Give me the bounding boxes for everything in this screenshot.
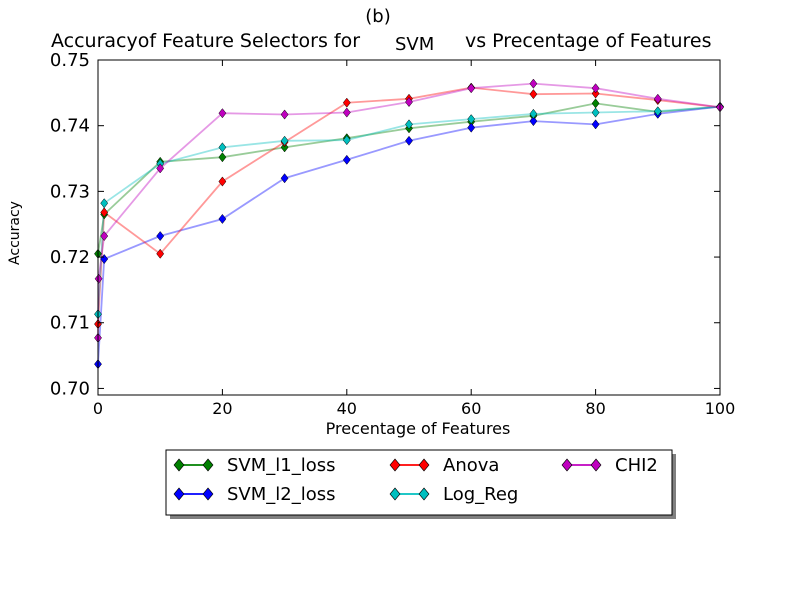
series-4-point xyxy=(342,107,351,118)
legend-swatch-marker xyxy=(202,487,214,501)
legend-swatch-marker xyxy=(561,458,573,472)
series-1-point xyxy=(467,122,476,133)
x-tick-label: 0 xyxy=(93,399,103,418)
x-axis: 0 20 40 60 80 100 xyxy=(93,60,735,418)
y-tick-label: 0.73 xyxy=(50,181,90,202)
legend-item: Anova xyxy=(389,455,499,476)
series-3-point xyxy=(100,198,109,209)
series-4-point xyxy=(591,83,600,94)
y-axis-label: Accuracy xyxy=(7,201,23,265)
series-line-1 xyxy=(97,105,721,365)
series-1-point xyxy=(591,119,600,130)
legend-label: SVM_l1_loss xyxy=(227,455,336,476)
series-1-point xyxy=(280,173,289,184)
x-tick-label: 60 xyxy=(461,399,481,418)
series-3-point xyxy=(342,135,351,146)
series-2-point xyxy=(591,88,600,99)
series-1-point xyxy=(218,213,227,224)
series-3-point xyxy=(218,142,227,153)
legend: SVM_l1_loss Anova CHI2 SVM_l2_loss Log_Reg xyxy=(165,449,676,519)
series-4-point xyxy=(653,93,662,104)
plot-frame xyxy=(97,59,721,396)
legend-item: Log_Reg xyxy=(389,484,518,505)
x-tick-label: 100 xyxy=(705,399,736,418)
chart-title-part-1: Accuracyof Feature Selectors for xyxy=(51,30,360,52)
x-tick-label: 40 xyxy=(337,399,357,418)
chart-title-part-2: SVM xyxy=(395,34,434,55)
series-0-point xyxy=(591,98,600,109)
series-4-point xyxy=(94,273,103,284)
chart-title-part-3: vs Precentage of Features xyxy=(465,30,712,52)
series-4-point xyxy=(218,108,227,119)
legend-swatch-marker xyxy=(202,458,214,472)
x-tick-label: 20 xyxy=(212,399,232,418)
y-axis: 0.70 0.71 0.72 0.73 0.74 0.75 xyxy=(50,50,720,399)
series-line-2 xyxy=(97,86,721,325)
legend-swatch-marker xyxy=(389,458,401,472)
series-3-point xyxy=(653,106,662,117)
series-1-point xyxy=(342,154,351,165)
series-3-point xyxy=(280,135,289,146)
series-3-point xyxy=(467,114,476,125)
series-1-point xyxy=(405,135,413,146)
plot-area xyxy=(94,78,724,370)
y-tick-label: 0.70 xyxy=(50,378,90,399)
y-tick-label: 0.71 xyxy=(50,313,90,334)
legend-item: CHI2 xyxy=(561,455,658,476)
series-4-point xyxy=(405,97,413,108)
legend-item: SVM_l1_loss xyxy=(173,455,336,476)
series-4-point xyxy=(280,109,289,120)
x-axis-label: Precentage of Features xyxy=(326,419,511,438)
y-tick-label: 0.72 xyxy=(50,247,90,268)
series-0-point xyxy=(280,142,289,153)
series-3-point xyxy=(591,107,600,118)
x-tick-label: 80 xyxy=(585,399,605,418)
series-2-point xyxy=(529,89,538,100)
series-3-point xyxy=(405,119,413,130)
series-4-point xyxy=(467,83,476,94)
legend-swatch-marker xyxy=(173,487,185,501)
series-4-point xyxy=(100,231,109,242)
legend-box xyxy=(165,449,673,516)
series-1-point xyxy=(529,116,538,127)
series-line-3 xyxy=(97,105,721,315)
legend-swatch-marker xyxy=(173,458,185,472)
legend-label: Log_Reg xyxy=(443,484,518,505)
legend-item: SVM_l2_loss xyxy=(173,484,336,505)
legend-swatch-marker xyxy=(389,487,401,501)
series-line-0 xyxy=(97,102,721,254)
series-0-point xyxy=(218,152,227,163)
legend-label: Anova xyxy=(443,455,499,476)
series-1-point xyxy=(156,231,165,242)
legend-swatch-marker xyxy=(590,458,602,472)
series-4-point xyxy=(156,163,165,174)
series-3-point xyxy=(529,108,538,119)
y-tick-label: 0.74 xyxy=(50,116,90,137)
series-2-point xyxy=(156,248,165,259)
series-2-point xyxy=(342,97,351,108)
panel-label: (b) xyxy=(365,6,390,27)
legend-swatch-marker xyxy=(418,458,430,472)
series-2-point xyxy=(218,176,227,187)
legend-label: SVM_l2_loss xyxy=(227,484,336,505)
legend-label: CHI2 xyxy=(615,455,658,476)
y-tick-label: 0.75 xyxy=(50,50,90,71)
series-2-point xyxy=(100,207,109,218)
series-4-point xyxy=(529,78,538,89)
legend-swatch-marker xyxy=(418,487,430,501)
